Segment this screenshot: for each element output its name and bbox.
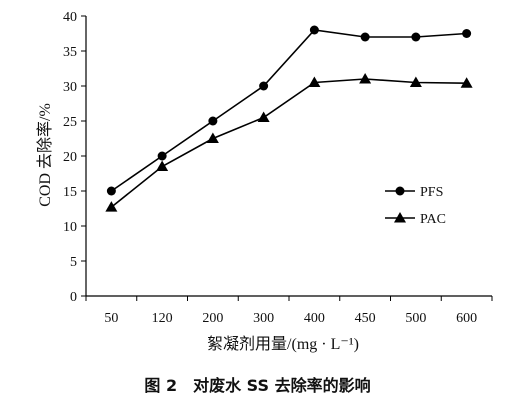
data-point-pfs <box>462 29 472 38</box>
x-tick-label: 500 <box>405 311 426 326</box>
data-point-pfs <box>360 32 370 42</box>
x-tick-label: 600 <box>456 311 477 326</box>
y-tick-label: 35 <box>63 45 77 60</box>
x-tick-label: 200 <box>202 311 223 326</box>
y-tick-label: 0 <box>70 290 77 305</box>
x-axis-ticks: 50 120 200 300 400 450 500 600 <box>85 296 493 326</box>
data-point-pac <box>308 76 321 87</box>
x-tick-label: 450 <box>355 311 376 326</box>
y-tick-label: 30 <box>63 80 77 95</box>
y-tick-label: 40 <box>63 10 77 25</box>
x-axis-title: 絮凝剂用量/(mg · L⁻¹) <box>207 335 359 353</box>
y-axis-ticks: 0 5 10 15 20 25 30 35 40 <box>63 10 86 305</box>
legend: PFS PAC <box>385 185 446 227</box>
figure-caption: 图 2 对废水 SS 去除率的影响 <box>144 376 371 395</box>
data-point-pac <box>257 111 270 122</box>
data-point-pac <box>359 73 372 84</box>
x-tick-label: 300 <box>253 311 274 326</box>
x-tick-label: 50 <box>104 311 118 326</box>
y-axis-title: COD 去除率/% <box>36 103 54 207</box>
x-tick-label: 120 <box>152 311 173 326</box>
data-point-pac <box>206 132 219 143</box>
y-tick-label: 15 <box>63 185 77 200</box>
data-point-pfs <box>309 25 319 35</box>
series-group <box>105 25 473 212</box>
data-point-pac <box>105 201 118 212</box>
data-point-pfs <box>411 32 421 42</box>
data-point-pfs <box>106 186 116 196</box>
data-point-pac <box>156 160 169 171</box>
data-point-pfs <box>208 116 218 126</box>
x-tick-label: 400 <box>304 311 325 326</box>
data-point-pfs <box>157 151 167 161</box>
y-tick-label: 25 <box>63 115 77 130</box>
legend-marker-pfs <box>395 186 405 196</box>
series-line-pfs <box>110 29 467 192</box>
legend-label-pfs: PFS <box>420 185 443 200</box>
legend-marker-pac <box>394 212 406 223</box>
series-line-pac <box>110 78 467 208</box>
data-point-pac <box>460 77 473 88</box>
y-tick-label: 5 <box>70 255 77 270</box>
data-point-pfs <box>259 81 269 91</box>
data-point-pac <box>409 76 422 87</box>
y-tick-label: 20 <box>63 150 77 165</box>
y-tick-label: 10 <box>63 220 77 235</box>
legend-label-pac: PAC <box>420 212 446 227</box>
